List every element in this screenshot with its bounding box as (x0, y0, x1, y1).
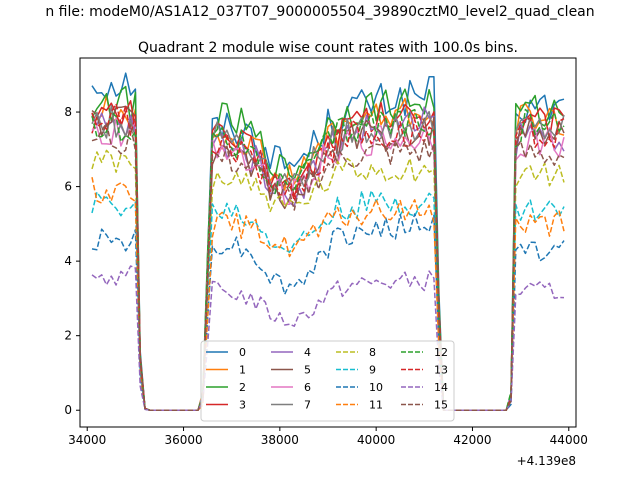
legend-label-11: 11 (369, 399, 383, 412)
y-tick-label: 8 (64, 105, 72, 119)
axes-frame (79, 57, 577, 428)
legend-box (200, 340, 455, 422)
y-tick-label: 6 (64, 180, 72, 194)
legend-label-2: 2 (239, 381, 246, 394)
x-tick-label: 36000 (164, 433, 202, 447)
y-axis: 0 2 4 6 8 (64, 105, 80, 417)
legend-label-1: 1 (239, 364, 246, 377)
figure-suptitle: n file: modeM0/AS1A12_037T07_9000005504_… (45, 4, 594, 20)
legend-label-3: 3 (239, 399, 246, 412)
x-tick-label: 44000 (550, 433, 588, 447)
legend-label-10: 10 (369, 381, 383, 394)
y-tick-label: 4 (64, 254, 72, 268)
x-tick-label: 40000 (357, 433, 395, 447)
legend-label-14: 14 (434, 381, 448, 394)
legend-label-7: 7 (304, 399, 311, 412)
x-offset-label: +4.139e8 (517, 454, 576, 468)
series-line-15 (91, 122, 565, 411)
plot-area (91, 72, 565, 411)
x-tick-label: 38000 (261, 433, 299, 447)
legend-label-15: 15 (434, 399, 448, 412)
legend-label-9: 9 (369, 364, 376, 377)
x-tick-label: 42000 (453, 433, 491, 447)
y-tick-label: 2 (64, 329, 72, 343)
chart-title: Quadrant 2 module wise count rates with … (138, 40, 518, 56)
x-axis: 34000 36000 38000 40000 42000 44000 (68, 427, 588, 447)
legend-label-13: 13 (434, 364, 448, 377)
x-tick-label: 34000 (68, 433, 106, 447)
series-line-14 (91, 265, 565, 411)
legend-label-6: 6 (304, 381, 311, 394)
legend-label-8: 8 (369, 346, 376, 359)
legend-label-0: 0 (239, 346, 246, 359)
legend-label-12: 12 (434, 346, 448, 359)
legend-label-4: 4 (304, 346, 311, 359)
legend-label-5: 5 (304, 364, 311, 377)
y-tick-label: 0 (64, 403, 72, 417)
